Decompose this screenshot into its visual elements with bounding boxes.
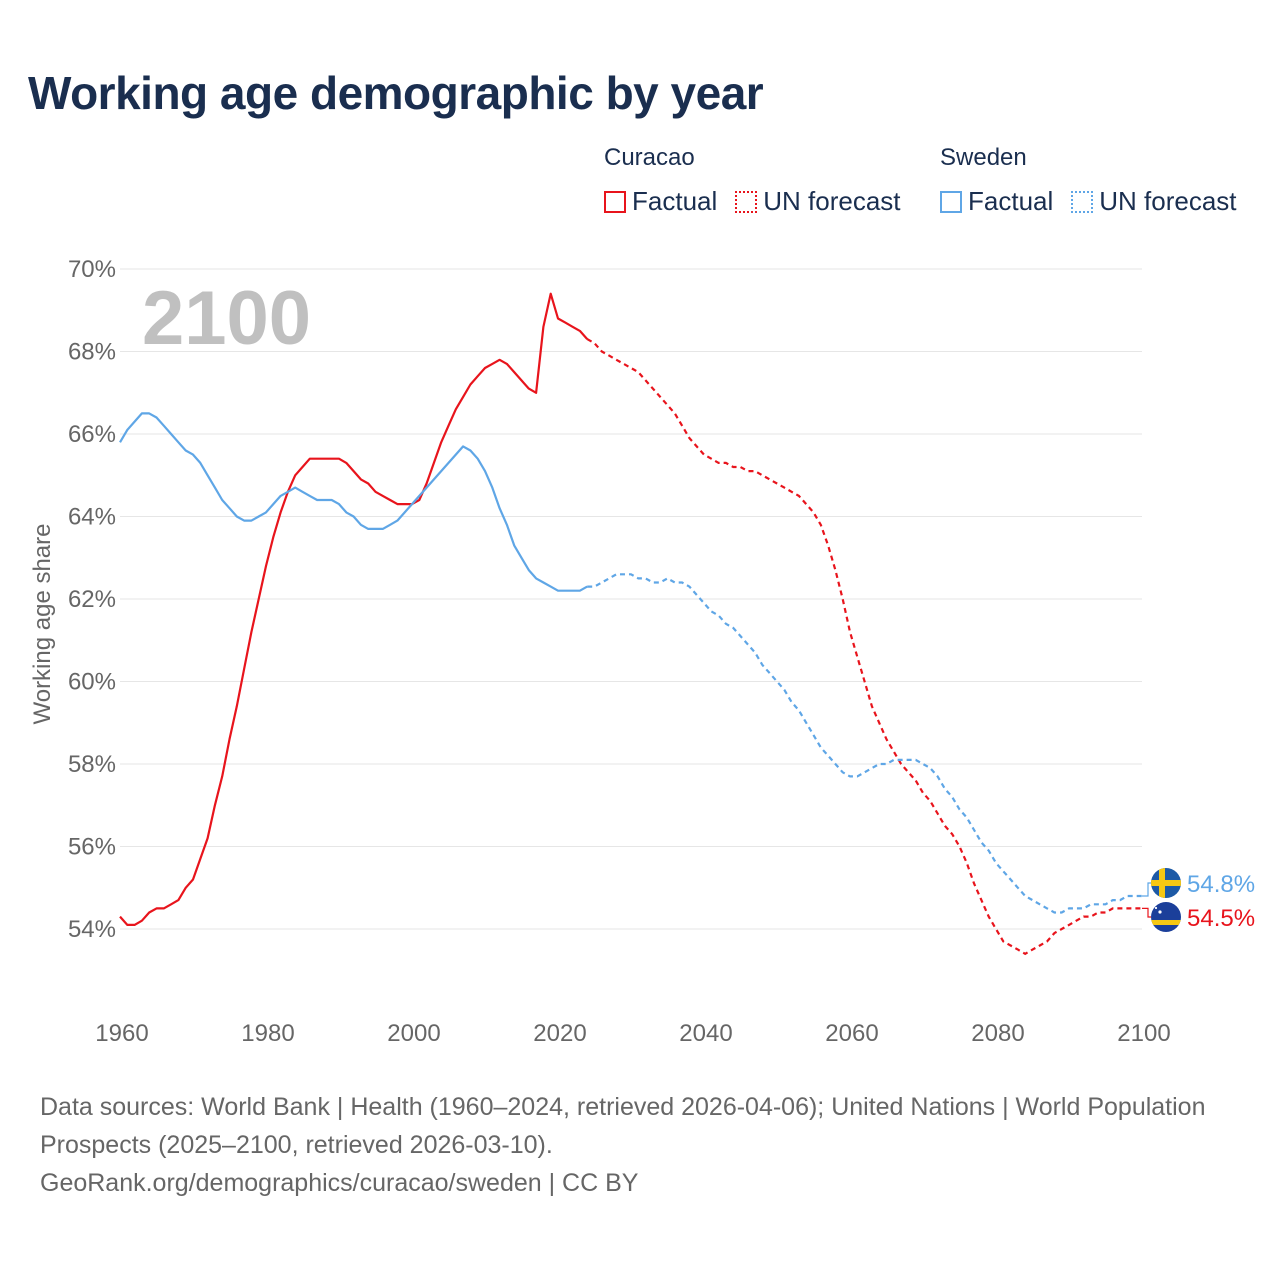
curacao-forecast-line — [586, 338, 1142, 956]
footer-sources: Data sources: World Bank | Health (1960–… — [40, 1093, 1206, 1159]
sweden-factual-line — [119, 412, 588, 592]
footer-url[interactable]: GeoRank.org/demographics/curacao/sweden … — [40, 1169, 639, 1197]
legend-label: Factual — [632, 186, 718, 216]
y-tick-label: 60% — [68, 669, 116, 696]
legend-group-curacao: Curacao Factual UN forecast — [604, 144, 901, 217]
y-tick-label: 70% — [68, 256, 116, 283]
curacao-flag-icon — [1151, 902, 1181, 932]
legend-group-name: Curacao — [604, 144, 695, 171]
legend-label: UN forecast — [1099, 186, 1237, 216]
curacao-end-value-label: 54.5% — [1187, 905, 1255, 932]
legend-curacao-factual[interactable]: Factual — [604, 186, 717, 217]
x-tick-label: 2100 — [1117, 1020, 1170, 1047]
legend-group-sweden: Sweden Factual UN forecast — [940, 144, 1237, 217]
legend-swatch-solid-icon — [604, 190, 626, 213]
y-tick-label: 56% — [68, 834, 116, 861]
x-tick-label: 2020 — [533, 1020, 586, 1047]
y-axis-label: Working age share — [29, 524, 56, 725]
x-tick-label: 1960 — [95, 1020, 148, 1047]
y-tick-label: 62% — [68, 586, 116, 613]
y-tick-label: 54% — [68, 916, 116, 943]
x-tick-label: 1980 — [241, 1020, 294, 1047]
legend-swatch-dotted-icon — [1071, 190, 1094, 213]
x-tick-label: 2080 — [971, 1020, 1024, 1047]
sweden-leader-line — [1142, 882, 1151, 897]
x-tick-label: 2060 — [825, 1020, 878, 1047]
y-tick-label: 64% — [68, 504, 116, 531]
legend-sweden-factual[interactable]: Factual — [940, 186, 1053, 217]
x-tick-label: 2040 — [679, 1020, 732, 1047]
line-chart: 2100 Working age share 1960 1980 2000 2020 2… — [29, 256, 1255, 1047]
y-tick-label: 58% — [68, 751, 116, 778]
x-tick-label: 2000 — [387, 1020, 440, 1047]
legend-curacao-forecast[interactable]: UN forecast — [735, 186, 901, 217]
sweden-forecast-line — [587, 573, 1142, 914]
legend-label: Factual — [968, 186, 1054, 216]
legend-label: UN forecast — [763, 186, 901, 216]
footer: Data sources: World Bank | Health (1960–… — [40, 1088, 1240, 1202]
sweden-end-value-label: 54.8% — [1187, 871, 1255, 898]
page-title: Working age demographic by year — [28, 67, 764, 119]
y-tick-label: 68% — [68, 339, 116, 366]
curacao-leader-line — [1142, 907, 1151, 918]
curacao-factual-line — [119, 292, 589, 926]
legend-group-name: Sweden — [940, 144, 1027, 171]
legend-swatch-dotted-icon — [735, 190, 758, 213]
y-tick-label: 66% — [68, 421, 116, 448]
legend-swatch-solid-icon — [940, 190, 962, 213]
legend-sweden-forecast[interactable]: UN forecast — [1071, 186, 1237, 217]
year-watermark: 2100 — [142, 276, 311, 361]
sweden-flag-icon — [1151, 868, 1181, 898]
